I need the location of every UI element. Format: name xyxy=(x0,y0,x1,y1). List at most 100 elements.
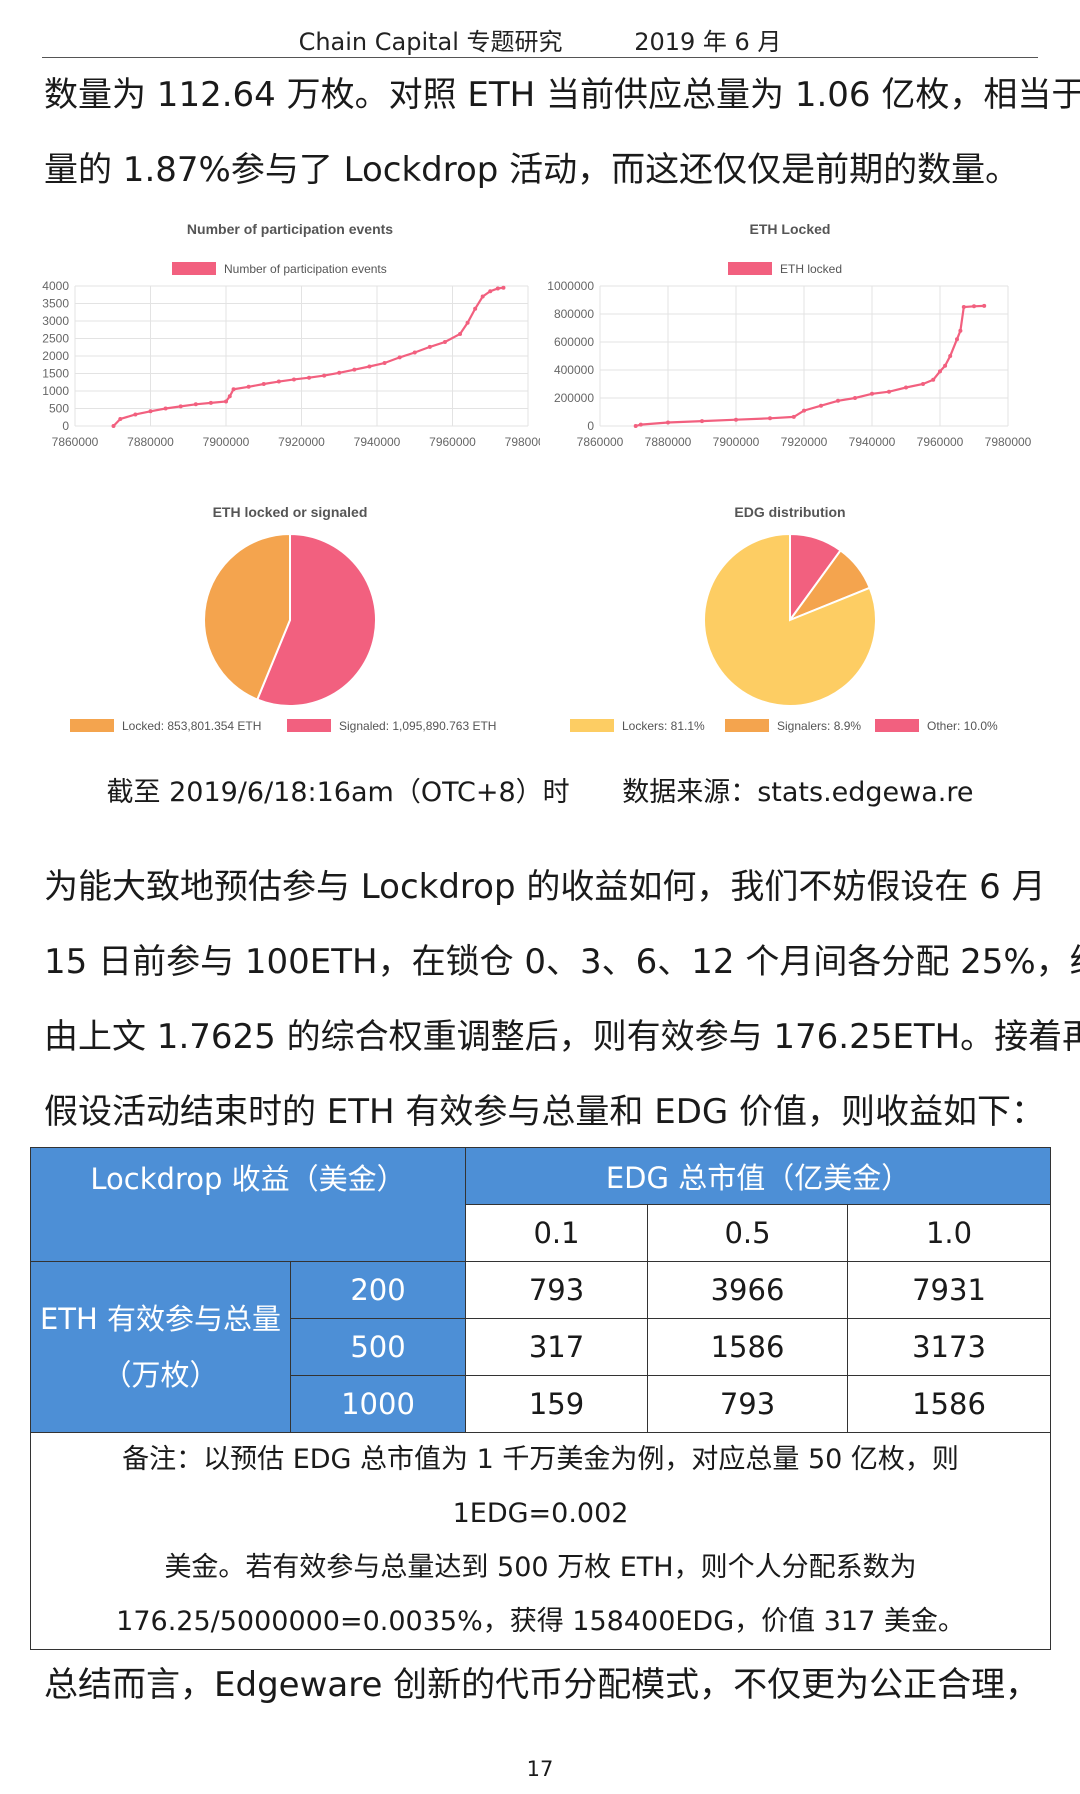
data-point xyxy=(938,369,942,374)
data-point xyxy=(931,377,936,382)
legend-swatch-locked xyxy=(70,719,114,732)
legend-label-locked: Locked: 853,801.354 ETH xyxy=(122,719,261,733)
table-cell: 1586 xyxy=(647,1318,849,1376)
data-point xyxy=(819,403,823,408)
edg-distribution-pie: EDG distribution Lockers: 81.1% Signaler… xyxy=(570,504,998,733)
data-point xyxy=(836,398,840,403)
table-cell: 3173 xyxy=(847,1318,1052,1376)
pie-slice xyxy=(255,532,377,707)
caption-source: 数据来源：stats.edgewa.re xyxy=(622,777,974,808)
data-point xyxy=(307,375,312,380)
x-tick-label: 7880000 xyxy=(127,435,174,449)
data-point xyxy=(427,344,432,349)
data-point xyxy=(163,406,168,411)
legend-swatch xyxy=(728,262,772,275)
note-line: 备注：以预估 EDG 总市值为 1 千万美金为例，对应总量 50 亿枚，则 1E… xyxy=(122,1444,959,1529)
x-tick-label: 7920000 xyxy=(781,435,828,449)
data-point xyxy=(791,414,796,419)
table-row-header: 500 xyxy=(289,1318,467,1376)
data-point xyxy=(768,416,772,421)
table-cell: 7931 xyxy=(847,1261,1052,1319)
table-note: 备注：以预估 EDG 总市值为 1 千万美金为例，对应总量 50 亿枚，则 1E… xyxy=(29,1432,1052,1650)
row-group-header-line: ETH 有效参与总量 xyxy=(39,1302,282,1336)
table-col-header: 0.1 xyxy=(465,1204,649,1262)
x-tick-label: 7900000 xyxy=(203,435,250,449)
page-number: 17 xyxy=(526,1757,554,1781)
y-tick-label: 500 xyxy=(49,402,69,416)
data-point xyxy=(208,400,213,405)
x-tick-label: 7880000 xyxy=(645,435,692,449)
table-cell: 1586 xyxy=(847,1375,1052,1433)
table-col-header: 1.0 xyxy=(847,1204,1052,1262)
note-line: 美金。若有效参与总量达到 500 万枚 ETH，则个人分配系数为 xyxy=(164,1552,917,1583)
chart-title: ETH Locked xyxy=(750,221,831,237)
x-tick-label: 7860000 xyxy=(577,435,624,449)
chart-title: EDG distribution xyxy=(734,504,845,520)
data-point xyxy=(133,412,138,417)
legend-swatch-signaled xyxy=(287,719,331,732)
data-point xyxy=(442,340,447,344)
legend-label-signalers: Signalers: 8.9% xyxy=(777,719,861,733)
x-tick-label: 7940000 xyxy=(849,435,896,449)
data-point xyxy=(955,337,959,342)
row-group-header-line: （万枚） xyxy=(102,1358,219,1392)
y-tick-label: 3500 xyxy=(42,297,69,311)
legend-label-signaled: Signaled: 1,095,890.763 ETH xyxy=(339,719,496,733)
x-tick-label: 7920000 xyxy=(278,435,325,449)
data-point xyxy=(802,408,806,413)
x-tick-label: 7900000 xyxy=(713,435,760,449)
y-tick-label: 1500 xyxy=(42,367,69,381)
data-point xyxy=(224,399,228,404)
data-point xyxy=(853,396,857,400)
data-point xyxy=(148,409,153,414)
legend-swatch-lockers xyxy=(570,719,614,732)
paragraph-line: 总结而言，Edgeware 创新的代币分配模式，不仅更为公正合理， xyxy=(44,1665,1040,1705)
table-row-header: 1000 xyxy=(289,1375,467,1433)
x-tick-label: 7960000 xyxy=(429,435,476,449)
y-tick-label: 1000000 xyxy=(547,279,594,293)
legend-swatch xyxy=(172,262,216,275)
y-tick-label: 400000 xyxy=(554,363,594,377)
data-point xyxy=(972,304,976,309)
data-point xyxy=(495,286,500,291)
x-tick-label: 7940000 xyxy=(354,435,401,449)
paragraph-line: 为能大致地预估参与 Lockdrop 的收益如何，我们不妨假设在 6 月 xyxy=(44,867,1046,907)
data-series-line xyxy=(112,286,504,427)
table-cell: 793 xyxy=(465,1261,649,1319)
legend-swatch-signalers xyxy=(725,719,769,732)
estimate-paragraph: 为能大致地预估参与 Lockdrop 的收益如何，我们不妨假设在 6 月 15 … xyxy=(44,850,1080,1150)
data-series-line xyxy=(635,304,985,428)
header-org: Chain Capital 专题研究 xyxy=(298,28,563,56)
data-point xyxy=(111,424,116,428)
summary-paragraph: 总结而言，Edgeware 创新的代币分配模式，不仅更为公正合理， xyxy=(44,1648,1044,1723)
data-point xyxy=(367,364,372,369)
y-tick-label: 1000 xyxy=(42,384,69,398)
eth-locked-chart: ETH Locked ETH locked 1000000 800000 60000… xyxy=(547,221,1031,449)
y-tick-label: 2500 xyxy=(42,332,69,346)
data-point xyxy=(118,417,123,421)
pie-slice xyxy=(703,532,877,707)
data-point xyxy=(397,355,402,360)
data-point xyxy=(465,320,470,325)
data-point xyxy=(261,382,266,386)
data-point xyxy=(943,363,948,368)
data-point xyxy=(734,417,738,422)
data-point xyxy=(337,370,342,375)
data-point xyxy=(458,331,463,336)
table-cell: 3966 xyxy=(647,1261,849,1319)
legend-label-other: Other: 10.0% xyxy=(927,719,998,733)
table-row-header: 200 xyxy=(289,1261,467,1319)
chart-title: Number of participation events xyxy=(187,221,393,237)
table-col-group-header: EDG 总市值（亿美金） xyxy=(465,1147,1052,1205)
intro-paragraph: 数量为 112.64 万枚。对照 ETH 当前供应总量为 1.06 亿枚，相当于… xyxy=(44,58,1080,208)
y-tick-label: 2000 xyxy=(42,349,69,363)
y-tick-label: 0 xyxy=(62,419,69,433)
data-point xyxy=(231,387,236,392)
data-point xyxy=(382,361,387,365)
data-point xyxy=(982,303,987,308)
y-tick-label: 3000 xyxy=(42,314,69,328)
data-point xyxy=(322,373,327,378)
y-tick-label: 800000 xyxy=(554,307,594,321)
table-col-header: 0.5 xyxy=(647,1204,849,1262)
y-tick-label: 0 xyxy=(587,419,594,433)
